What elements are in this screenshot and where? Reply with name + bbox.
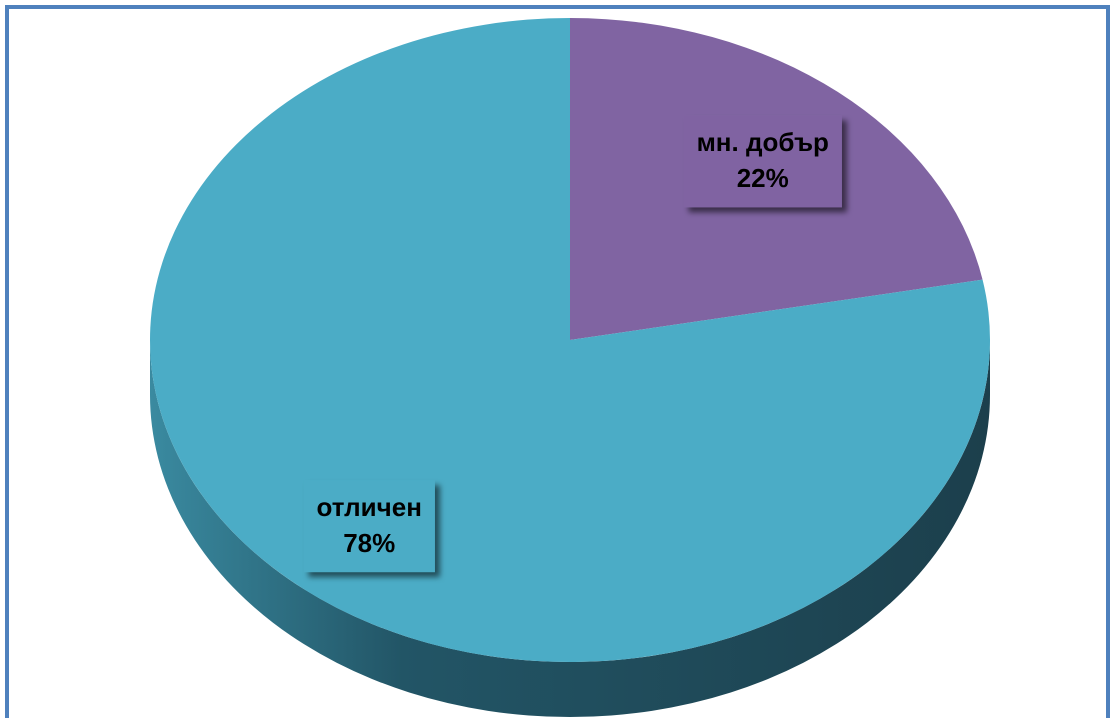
value-label: 78%	[343, 528, 395, 558]
label-box	[683, 115, 842, 208]
label-box	[303, 480, 435, 573]
pie	[150, 18, 991, 717]
category-label: отличен	[317, 492, 422, 522]
data-labels: мн. добър 22% отличен 78%	[303, 115, 842, 573]
value-label: 22%	[737, 163, 789, 193]
category-label: мн. добър	[697, 127, 829, 157]
pie-side	[150, 340, 990, 717]
